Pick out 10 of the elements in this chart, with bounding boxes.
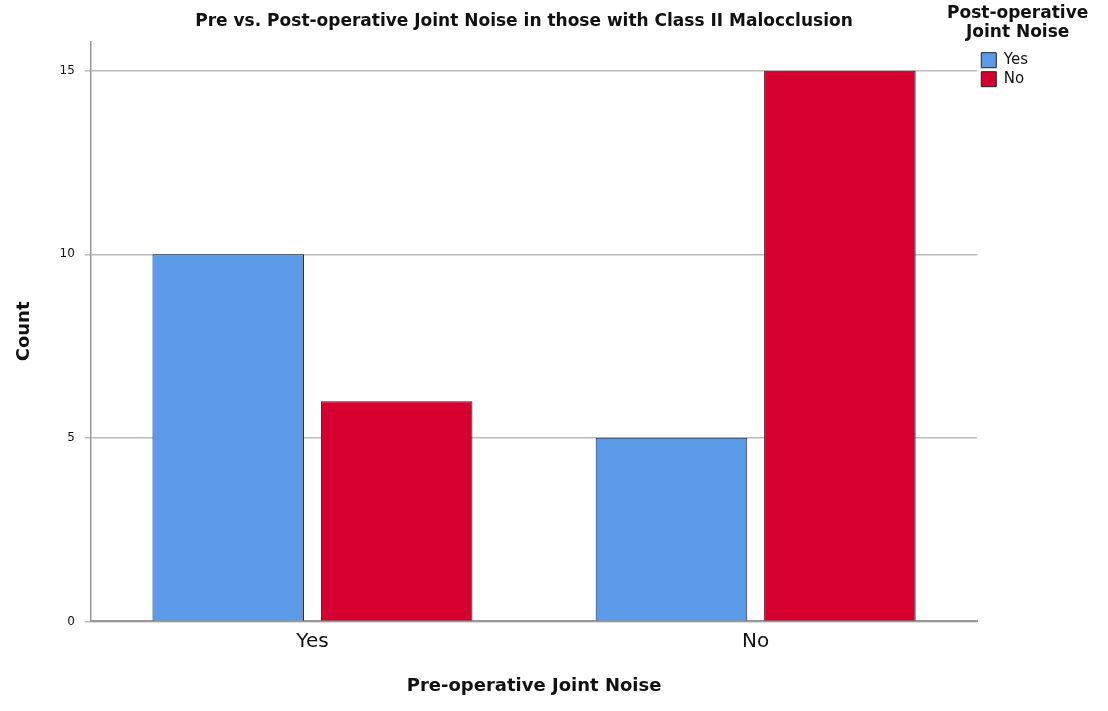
y-axis-title: Count (12, 301, 34, 362)
legend-label: No (1003, 69, 1025, 88)
legend-label: Yes (1002, 50, 1029, 69)
y-tick-label: 10 (59, 246, 75, 261)
y-tick-label: 15 (59, 62, 75, 77)
y-tick-label: 0 (67, 613, 75, 628)
x-axis-title: Pre-operative Joint Noise (406, 673, 662, 695)
legend-title: Post-operative Joint Noise (947, 1, 1089, 41)
chart-title: Pre vs. Post-operative Joint Noise in those with Class II Malocclusion (195, 9, 853, 30)
y-tick-label: 5 (67, 429, 75, 444)
